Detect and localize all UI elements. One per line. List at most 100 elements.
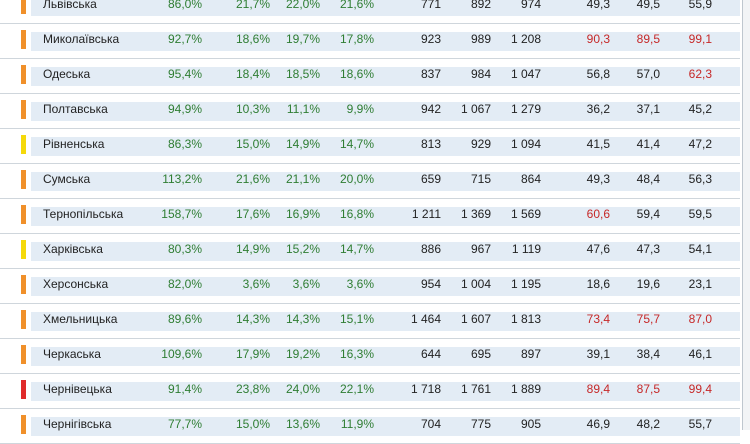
cell-v2: 48,4 (636, 172, 660, 186)
table-row: Чернігівська 77,7% 15,0% 13,6% 11,9% 704 775 90… (0, 409, 740, 444)
cell-p1: 158,7% (161, 207, 202, 221)
cell-v3: 87,0 (688, 312, 712, 326)
cell-p4: 17,8% (339, 32, 374, 46)
cell-v1: 41,5 (586, 137, 610, 151)
cell-v3: 55,7 (688, 417, 712, 431)
cell-p2: 14,3% (235, 312, 270, 326)
cell-p4: 20,0% (339, 172, 374, 186)
cell-n2: 989 (470, 32, 491, 46)
cell-v3: 54,1 (688, 242, 712, 256)
cell-n1: 1 211 (411, 207, 441, 221)
cell-p3: 14,9% (285, 137, 320, 151)
cell-p2: 17,6% (235, 207, 270, 221)
region-name: Чернігівська (43, 417, 112, 431)
cell-p2: 15,0% (235, 137, 270, 151)
cell-p4: 14,7% (339, 242, 374, 256)
region-name: Миколаївська (43, 32, 120, 46)
cell-v1: 39,1 (586, 347, 610, 361)
table-row: Одеська 95,4% 18,4% 18,5% 18,6% 837 984 1 047 56… (0, 59, 740, 94)
cell-v3: 59,5 (688, 207, 712, 221)
cell-p1: 86,3% (167, 137, 202, 151)
cell-p3: 19,2% (285, 347, 320, 361)
status-flag (21, 100, 26, 119)
cell-v2: 37,1 (636, 102, 660, 116)
cell-p1: 109,6% (161, 347, 202, 361)
cell-p3: 11,1% (286, 102, 320, 116)
cell-n3: 1 813 (510, 312, 541, 326)
cell-v1: 47,6 (586, 242, 610, 256)
cell-p1: 77,7% (167, 417, 202, 431)
cell-n1: 942 (420, 102, 441, 116)
cell-v3: 99,4 (688, 382, 712, 396)
status-flag (21, 310, 26, 329)
cell-p1: 91,4% (167, 382, 202, 396)
cell-n2: 715 (470, 172, 491, 186)
cell-v3: 23,1 (688, 277, 712, 291)
cell-v1: 18,6 (586, 277, 610, 291)
row-band (31, 382, 740, 401)
status-flag (21, 275, 26, 294)
cell-n3: 1 119 (511, 242, 541, 256)
table-row: Херсонська 82,0% 3,6% 3,6% 3,6% 954 1 004 1 195… (0, 269, 740, 304)
cell-p2: 10,3% (235, 102, 270, 116)
cell-p2: 23,8% (235, 382, 270, 396)
cell-p1: 92,7% (167, 32, 202, 46)
cell-p3: 15,2% (285, 242, 320, 256)
cell-n2: 1 607 (460, 312, 491, 326)
cell-n1: 644 (420, 347, 441, 361)
row-band (31, 277, 740, 296)
cell-v2: 19,6 (636, 277, 660, 291)
cell-n3: 1 094 (510, 137, 541, 151)
cell-n1: 704 (420, 417, 441, 431)
cell-v2: 49,5 (636, 0, 660, 11)
cell-p1: 86,0% (167, 0, 202, 11)
row-band (31, 207, 740, 226)
cell-n2: 695 (470, 347, 491, 361)
status-flag (21, 135, 26, 154)
cell-n1: 923 (420, 32, 441, 46)
table-row: Полтавська 94,9% 10,3% 11,1% 9,9% 942 1 067 1 2… (0, 94, 740, 129)
cell-v1: 36,2 (586, 102, 610, 116)
row-band (31, 242, 740, 261)
row-band (31, 417, 740, 436)
scrollbar-gutter[interactable] (743, 0, 750, 430)
cell-n1: 813 (420, 137, 441, 151)
cell-p4: 16,8% (339, 207, 374, 221)
cell-p2: 18,4% (235, 67, 270, 81)
cell-v1: 89,4 (586, 382, 610, 396)
cell-p4: 22,1% (339, 382, 374, 396)
cell-p2: 17,9% (235, 347, 270, 361)
cell-p4: 18,6% (339, 67, 374, 81)
cell-p2: 15,0% (235, 417, 270, 431)
cell-v2: 57,0 (636, 67, 660, 81)
cell-n1: 837 (420, 67, 441, 81)
row-band (31, 347, 740, 366)
region-name: Рівненська (43, 137, 105, 151)
cell-n3: 864 (520, 172, 541, 186)
cell-n2: 892 (470, 0, 491, 11)
region-name: Хмельницька (43, 312, 118, 326)
cell-v2: 75,7 (636, 312, 660, 326)
cell-n3: 897 (520, 347, 541, 361)
cell-n3: 974 (520, 0, 541, 11)
table-row: Миколаївська 92,7% 18,6% 19,7% 17,8% 923 989 1 … (0, 24, 740, 59)
cell-p3: 18,5% (285, 67, 320, 81)
cell-p1: 94,9% (167, 102, 202, 116)
status-flag (21, 205, 26, 224)
cell-p1: 89,6% (167, 312, 202, 326)
cell-p2: 3,6% (242, 277, 270, 291)
cell-n1: 954 (420, 277, 441, 291)
cell-p3: 21,1% (285, 172, 320, 186)
region-name: Львівська (43, 0, 97, 11)
cell-n3: 1 569 (510, 207, 541, 221)
cell-p4: 9,9% (346, 102, 374, 116)
cell-n1: 659 (420, 172, 441, 186)
region-name: Одеська (43, 67, 91, 81)
table-row: Черкаська 109,6% 17,9% 19,2% 16,3% 644 695 897 3… (0, 339, 740, 374)
row-band (31, 137, 740, 156)
cell-p1: 95,4% (167, 67, 202, 81)
cell-v2: 41,4 (636, 137, 660, 151)
cell-n2: 929 (470, 137, 491, 151)
row-band (31, 0, 740, 16)
cell-n2: 984 (470, 67, 491, 81)
